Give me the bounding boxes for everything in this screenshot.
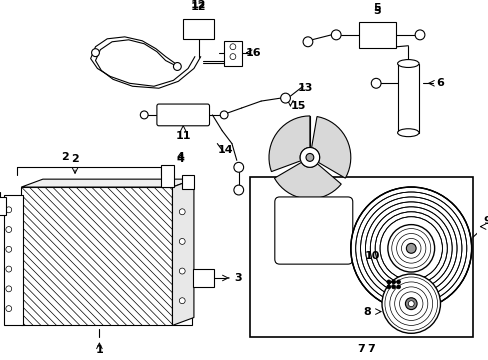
Bar [182, 175, 194, 189]
Bar [358, 22, 395, 48]
Circle shape [386, 280, 390, 284]
Polygon shape [311, 117, 350, 178]
Text: 5: 5 [372, 6, 380, 16]
Text: 8: 8 [363, 307, 370, 316]
Circle shape [350, 187, 471, 310]
Circle shape [387, 225, 434, 272]
Text: 14: 14 [217, 144, 232, 154]
Circle shape [396, 285, 400, 289]
Text: 16: 16 [245, 48, 261, 58]
Circle shape [280, 93, 290, 103]
Polygon shape [268, 116, 309, 172]
Text: 6: 6 [436, 78, 444, 88]
Text: 3: 3 [233, 273, 241, 283]
Circle shape [6, 306, 12, 311]
Circle shape [140, 111, 148, 119]
Circle shape [179, 209, 185, 215]
Text: 5: 5 [372, 3, 380, 13]
Text: 13: 13 [297, 83, 312, 93]
Circle shape [179, 238, 185, 244]
Circle shape [91, 49, 99, 57]
Circle shape [303, 37, 312, 47]
Circle shape [6, 286, 12, 292]
Text: 7: 7 [366, 344, 374, 354]
Circle shape [220, 111, 227, 119]
Circle shape [331, 30, 341, 40]
Circle shape [391, 285, 395, 289]
Circle shape [405, 298, 416, 310]
Bar [161, 165, 174, 187]
Polygon shape [21, 179, 194, 187]
Circle shape [305, 153, 313, 161]
Text: 1: 1 [95, 345, 103, 355]
Polygon shape [172, 179, 194, 325]
Text: 9: 9 [482, 216, 488, 226]
Bar [183, 19, 214, 39]
FancyBboxPatch shape [157, 104, 209, 126]
Bar [0, 197, 6, 215]
Circle shape [396, 280, 400, 284]
Text: 10: 10 [364, 251, 379, 261]
Circle shape [173, 63, 181, 71]
Circle shape [6, 266, 12, 272]
Text: 7: 7 [357, 344, 365, 354]
Text: 12: 12 [191, 0, 206, 10]
Circle shape [406, 243, 415, 253]
Bar [250, 177, 472, 337]
Circle shape [179, 268, 185, 274]
Circle shape [6, 207, 12, 213]
Text: 4: 4 [176, 152, 184, 162]
Ellipse shape [397, 59, 418, 67]
Bar [224, 41, 241, 66]
Text: 15: 15 [290, 101, 305, 111]
Circle shape [381, 274, 440, 333]
Bar [172, 195, 192, 325]
FancyBboxPatch shape [274, 197, 352, 264]
Bar [397, 63, 418, 133]
Circle shape [6, 226, 12, 233]
Circle shape [407, 301, 413, 307]
Polygon shape [274, 162, 341, 199]
Bar [4, 195, 23, 325]
Circle shape [300, 148, 319, 167]
Circle shape [391, 280, 395, 284]
Circle shape [229, 44, 235, 50]
Circle shape [386, 285, 390, 289]
Circle shape [229, 54, 235, 59]
Ellipse shape [397, 129, 418, 137]
Bar [21, 187, 172, 325]
Text: 12: 12 [191, 2, 206, 12]
Circle shape [370, 78, 380, 88]
Text: 2: 2 [71, 154, 79, 165]
Circle shape [233, 162, 243, 172]
Circle shape [233, 185, 243, 195]
Text: 4: 4 [176, 154, 184, 165]
Text: 2: 2 [61, 152, 69, 162]
Text: 11: 11 [175, 131, 191, 141]
Bar [193, 269, 214, 287]
Circle shape [6, 246, 12, 252]
Circle shape [179, 298, 185, 304]
Circle shape [414, 30, 424, 40]
